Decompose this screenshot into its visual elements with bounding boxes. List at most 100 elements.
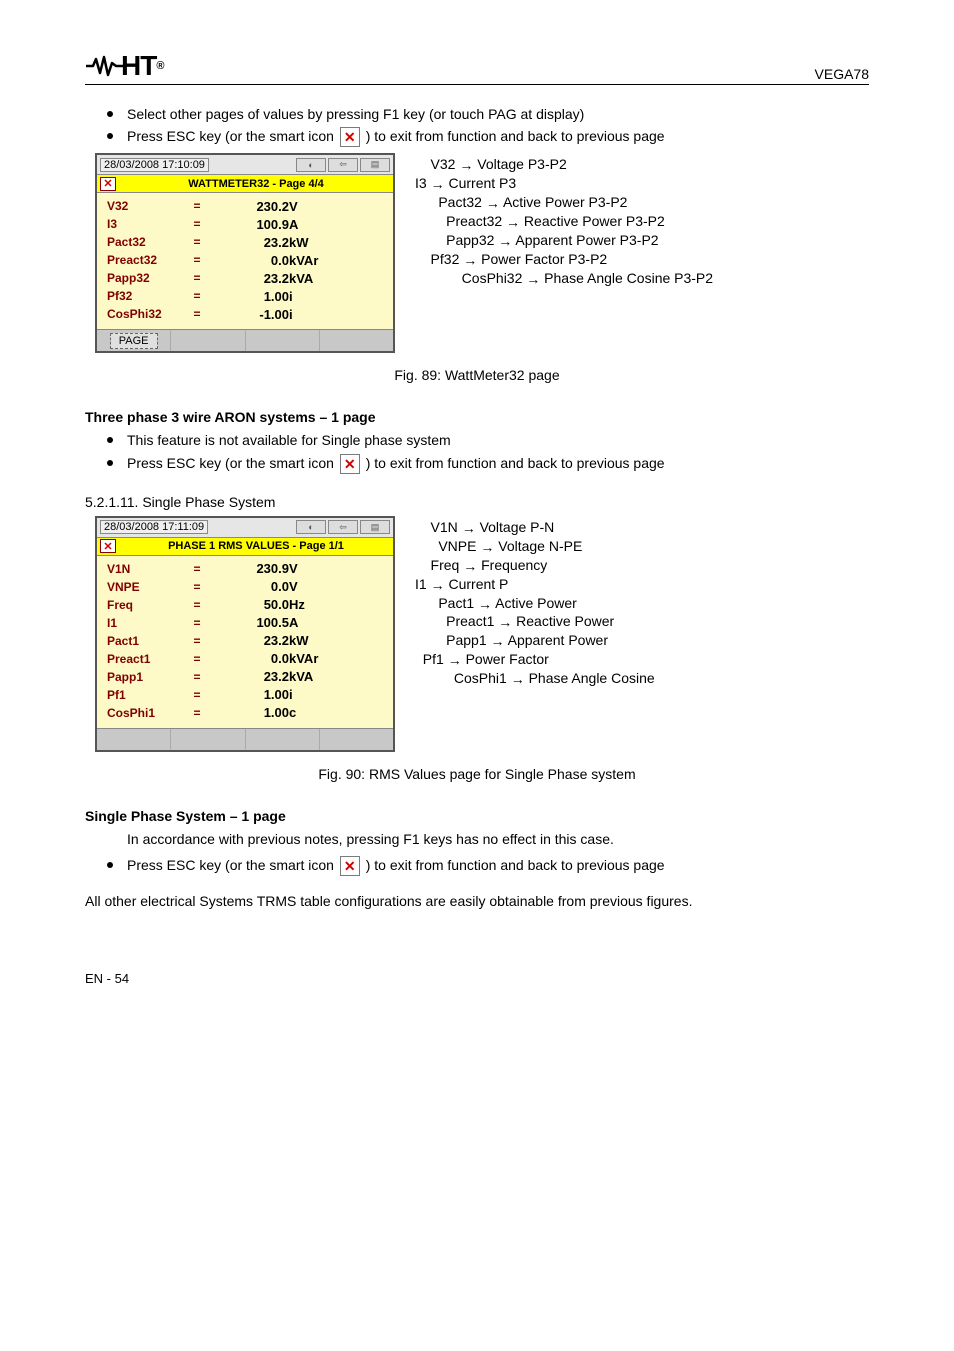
- section-row: 28/03/2008 17:11:09 ◐ ⇦ ▤ ✕ PHASE 1 RMS …: [85, 516, 869, 752]
- legend-item: Papp1 → Apparent Power: [415, 631, 655, 650]
- equals-icon: =: [187, 688, 207, 702]
- panel-icons: ◐ ⇦ ▤: [296, 158, 390, 172]
- panel-header: 28/03/2008 17:11:09 ◐ ⇦ ▤: [97, 518, 393, 538]
- meter-value: 230.2V: [207, 199, 383, 214]
- meter-row: Preact32=0.0kVAr: [107, 251, 383, 269]
- status-icon: ◐: [296, 158, 326, 172]
- meter-row: Papp1=23.2kVA: [107, 668, 383, 686]
- meter-value: 1.00i: [207, 289, 383, 304]
- arrow-icon: →: [498, 232, 512, 251]
- legend-item: Pact1 → Active Power: [415, 594, 655, 613]
- legend-item: CosPhi32 → Phase Angle Cosine P3-P2: [415, 269, 713, 288]
- meter-row: I3=100.9A: [107, 215, 383, 233]
- meter-row: CosPhi1=1.00c: [107, 704, 383, 722]
- legend-item: Preact1 → Reactive Power: [415, 612, 655, 631]
- meter-row: CosPhi32=-1.00i: [107, 305, 383, 323]
- bullet-dot-icon: [107, 460, 113, 466]
- legend-item: Pf1 → Power Factor: [415, 650, 655, 669]
- meter-row: I1=100.5A: [107, 614, 383, 632]
- status-icon: ⇦: [328, 520, 358, 534]
- meter-label: Preact32: [107, 253, 187, 267]
- bullet-item: Press ESC key (or the smart icon ) to ex…: [107, 856, 869, 876]
- section-row: 28/03/2008 17:10:09 ◐ ⇦ ▤ ✕ WATTMETER32 …: [85, 153, 869, 353]
- arrow-icon: →: [480, 538, 494, 557]
- device-panel-1: 28/03/2008 17:10:09 ◐ ⇦ ▤ ✕ WATTMETER32 …: [95, 153, 395, 353]
- equals-icon: =: [187, 199, 207, 213]
- meter-label: Pact32: [107, 235, 187, 249]
- close-icon[interactable]: ✕: [100, 539, 116, 553]
- legend-item: I1 → Current P: [415, 575, 655, 594]
- equals-icon: =: [187, 598, 207, 612]
- status-icon: ◐: [296, 520, 326, 534]
- legend-item: V32 → Voltage P3-P2: [415, 155, 713, 174]
- panel-title-bar: ✕ PHASE 1 RMS VALUES - Page 1/1: [97, 538, 393, 556]
- meter-label: Freq: [107, 598, 187, 612]
- panel-title: PHASE 1 RMS VALUES - Page 1/1: [122, 540, 390, 552]
- footer-cell: [320, 729, 393, 750]
- equals-icon: =: [187, 652, 207, 666]
- meter-label: Preact1: [107, 652, 187, 666]
- meter-label: I1: [107, 616, 187, 630]
- bullet-item: Press ESC key (or the smart icon ) to ex…: [107, 454, 869, 474]
- bullet-text-pre: Press ESC key (or the smart icon: [127, 857, 338, 873]
- panel-footer: [97, 728, 393, 750]
- note-text: All other electrical Systems TRMS table …: [85, 892, 869, 910]
- panel-body: V32=230.2VI3=100.9APact32=23.2kWPreact32…: [97, 193, 393, 329]
- status-icon: ⇦: [328, 158, 358, 172]
- arrow-icon: →: [448, 651, 462, 670]
- meter-value: 23.2kW: [207, 235, 383, 250]
- close-icon[interactable]: ✕: [100, 177, 116, 191]
- page-header: HT® VEGA78: [85, 50, 869, 85]
- figure-caption: Fig. 90: RMS Values page for Single Phas…: [85, 766, 869, 782]
- meter-row: Pact1=23.2kW: [107, 632, 383, 650]
- meter-row: Pf1=1.00i: [107, 686, 383, 704]
- numbered-heading: 5.2.1.11. Single Phase System: [85, 494, 869, 510]
- arrow-icon: →: [511, 670, 525, 689]
- meter-row: V1N=230.9V: [107, 560, 383, 578]
- meter-label: Papp32: [107, 271, 187, 285]
- equals-icon: =: [187, 670, 207, 684]
- legend-item: I3 → Current P3: [415, 174, 713, 193]
- meter-label: Pf1: [107, 688, 187, 702]
- arrow-icon: →: [431, 576, 445, 595]
- meter-value: 23.2kVA: [207, 669, 383, 684]
- panel-footer: PAGE: [97, 329, 393, 351]
- legend-item: Preact32 → Reactive Power P3-P2: [415, 212, 713, 231]
- meter-label: I3: [107, 217, 187, 231]
- bullet-dot-icon: [107, 133, 113, 139]
- meter-value: 0.0V: [207, 579, 383, 594]
- legend-item: Pf32 → Power Factor P3-P2: [415, 250, 713, 269]
- bullet-text-pre: Press ESC key (or the smart icon: [127, 128, 338, 144]
- arrow-icon: →: [486, 194, 500, 213]
- meter-label: Pact1: [107, 634, 187, 648]
- meter-value: -1.00i: [207, 307, 383, 322]
- equals-icon: =: [187, 253, 207, 267]
- legend-item: CosPhi1 → Phase Angle Cosine: [415, 669, 655, 688]
- arrow-icon: →: [431, 175, 445, 194]
- bullet-text-post: ) to exit from function and back to prev…: [366, 455, 665, 471]
- status-icon: ▤: [360, 158, 390, 172]
- arrow-icon: →: [459, 156, 473, 175]
- page-button[interactable]: PAGE: [110, 333, 158, 349]
- legend: V32 → Voltage P3-P2I3 → Current P3 Pact3…: [415, 153, 713, 287]
- section-heading: Three phase 3 wire ARON systems – 1 page: [85, 409, 869, 425]
- arrow-icon: →: [498, 613, 512, 632]
- meter-value: 50.0Hz: [207, 597, 383, 612]
- bullet-item: Press ESC key (or the smart icon ) to ex…: [107, 127, 869, 147]
- meter-value: 23.2kW: [207, 633, 383, 648]
- bullet-text: Press ESC key (or the smart icon ) to ex…: [127, 127, 869, 147]
- meter-value: 1.00c: [207, 705, 383, 720]
- equals-icon: =: [187, 616, 207, 630]
- footer-cell: [320, 330, 393, 351]
- legend-item: Freq → Frequency: [415, 556, 655, 575]
- meter-label: CosPhi32: [107, 307, 187, 321]
- panel-title: WATTMETER32 - Page 4/4: [122, 178, 390, 190]
- legend: V1N → Voltage P-N VNPE → Voltage N-PE Fr…: [415, 516, 655, 688]
- logo-wave-icon: [85, 55, 125, 77]
- footer-left: EN - 54: [85, 971, 129, 986]
- arrow-icon: →: [463, 557, 477, 576]
- status-icon: ▤: [360, 520, 390, 534]
- meter-value: 230.9V: [207, 561, 383, 576]
- equals-icon: =: [187, 580, 207, 594]
- meter-row: Papp32=23.2kVA: [107, 269, 383, 287]
